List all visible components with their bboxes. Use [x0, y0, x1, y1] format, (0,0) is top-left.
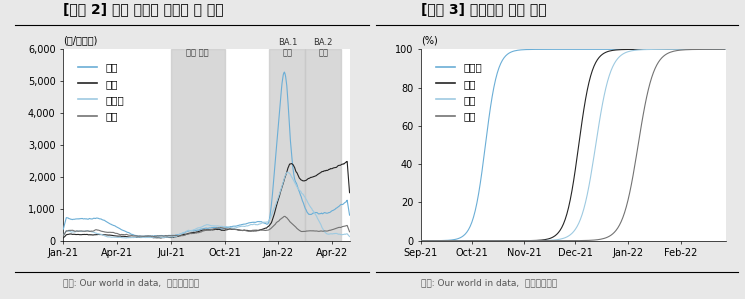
- Text: BA.1
유행: BA.1 유행: [278, 38, 297, 57]
- Legend: 남아공, 영국, 미국, 한국: 남아공, 영국, 미국, 한국: [432, 58, 486, 126]
- Text: 델타 유행: 델타 유행: [186, 48, 209, 57]
- Bar: [171, 49, 225, 241]
- Bar: [305, 49, 341, 241]
- Text: 자료: Our world in data,  한국투자증권: 자료: Our world in data, 한국투자증권: [63, 278, 200, 287]
- Bar: [270, 49, 305, 241]
- Text: 자료: Our world in data,  한국투자증권: 자료: Our world in data, 한국투자증권: [421, 278, 557, 287]
- Legend: 영국, 독일, 프랑스, 미국: 영국, 독일, 프랑스, 미국: [74, 58, 128, 126]
- Text: BA.2
유행: BA.2 유행: [314, 38, 333, 57]
- Text: [그림 2] 유럽 주요국 확진자 수 반등: [그림 2] 유럽 주요국 확진자 수 반등: [63, 2, 224, 16]
- Text: [그림 3] 오미크론 비중 추이: [그림 3] 오미크론 비중 추이: [421, 2, 547, 16]
- Text: (%): (%): [421, 36, 437, 45]
- Text: (명/백만명): (명/백만명): [63, 36, 98, 45]
